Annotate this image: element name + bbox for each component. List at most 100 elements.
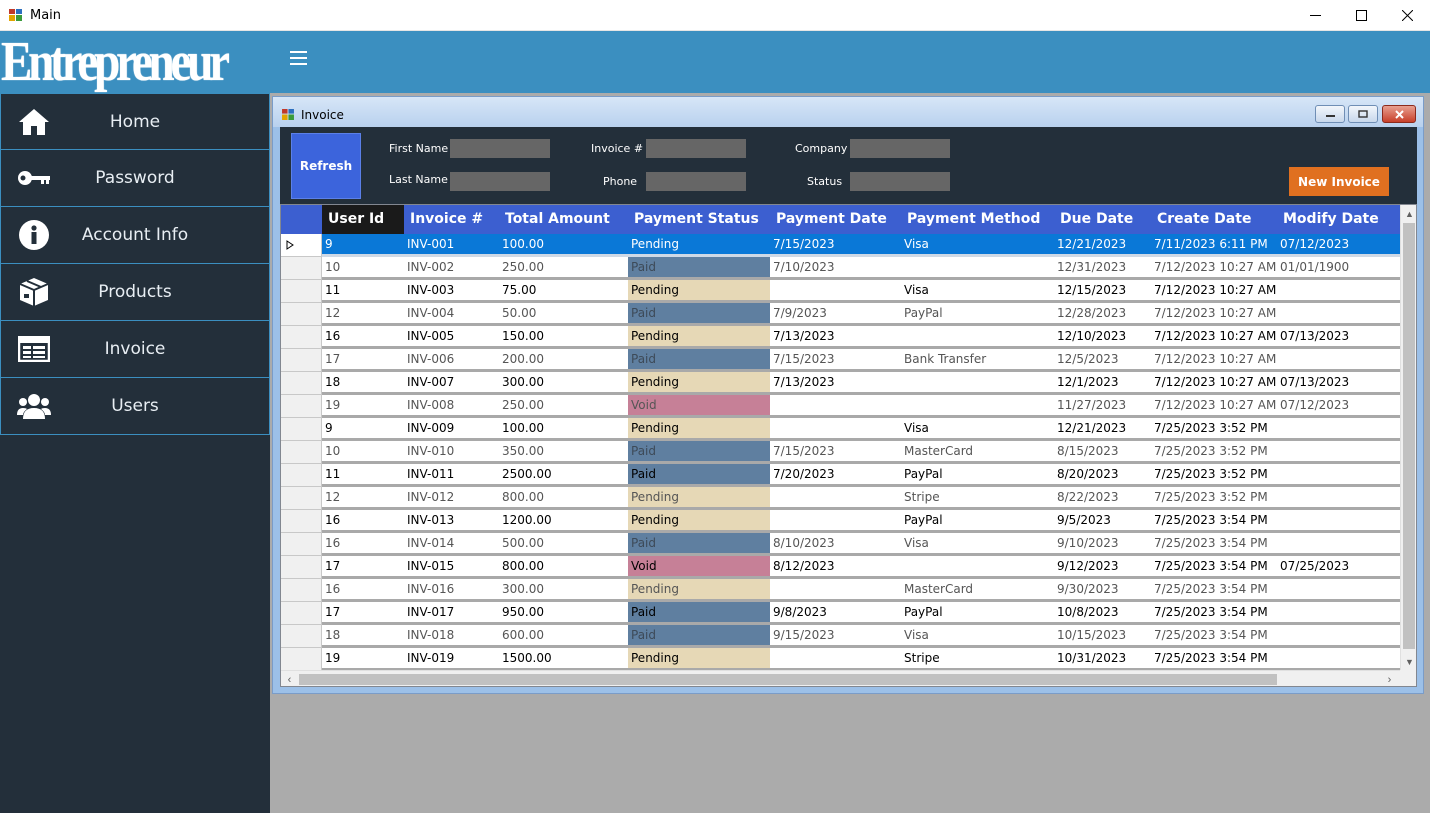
table-cell[interactable]: 300.00 xyxy=(502,375,544,389)
table-cell[interactable]: 16 xyxy=(325,536,341,550)
sidebar-item-users[interactable]: Users xyxy=(0,378,270,435)
table-cell[interactable]: 7/13/2023 xyxy=(773,329,835,343)
table-row[interactable]: 9 INV-009 100.00 Pending Visa 12/21/2023 7/25/… xyxy=(281,418,1400,441)
table-cell[interactable]: 250.00 xyxy=(502,260,544,274)
table-cell[interactable]: 7/25/2023 3:54 PM xyxy=(1154,628,1268,642)
table-cell[interactable]: Visa xyxy=(904,421,929,435)
table-cell[interactable]: Paid xyxy=(628,257,770,277)
table-cell[interactable]: Pending xyxy=(628,418,770,438)
table-cell[interactable]: 100.00 xyxy=(499,234,628,254)
child-restore-button[interactable] xyxy=(1348,105,1378,123)
table-cell[interactable]: Visa xyxy=(904,283,929,297)
row-header[interactable] xyxy=(281,349,322,372)
table-cell[interactable]: 17 xyxy=(325,352,341,366)
table-cell[interactable]: Pending xyxy=(628,372,770,392)
table-cell[interactable] xyxy=(770,579,901,599)
table-cell[interactable] xyxy=(770,280,901,300)
new-invoice-button[interactable]: New Invoice xyxy=(1289,167,1389,196)
table-cell[interactable]: 7/15/2023 xyxy=(773,444,835,458)
column-header-payment-method[interactable]: Payment Method xyxy=(907,211,1041,227)
table-cell[interactable]: 9/30/2023 xyxy=(1057,582,1119,596)
column-header-user-id[interactable]: User Id xyxy=(322,205,404,234)
close-button[interactable] xyxy=(1384,0,1430,31)
table-cell[interactable]: INV-005 xyxy=(407,329,455,343)
table-row[interactable]: 16 INV-014 500.00 Paid 8/10/2023 Visa 9/10/202… xyxy=(281,533,1400,556)
table-cell[interactable]: 7/15/2023 xyxy=(770,234,901,254)
table-cell[interactable]: INV-014 xyxy=(407,536,455,550)
table-row[interactable]: 11 INV-011 2500.00 Paid 7/20/2023 PayPal 8/20/… xyxy=(281,464,1400,487)
table-cell[interactable]: 8/15/2023 xyxy=(1057,444,1119,458)
table-cell[interactable]: 12/5/2023 xyxy=(1057,352,1119,366)
table-cell[interactable]: 12 xyxy=(325,306,341,320)
table-cell[interactable]: 7/25/2023 3:54 PM xyxy=(1154,536,1268,550)
table-cell[interactable]: 18 xyxy=(325,628,341,642)
phone-input[interactable] xyxy=(646,172,746,191)
table-cell[interactable]: 200.00 xyxy=(502,352,544,366)
table-cell[interactable]: INV-015 xyxy=(407,559,455,573)
table-cell[interactable]: INV-013 xyxy=(407,513,455,527)
table-cell[interactable] xyxy=(770,418,901,438)
table-cell[interactable]: 100.00 xyxy=(502,421,544,435)
column-header-due-date[interactable]: Due Date xyxy=(1060,211,1134,227)
table-cell[interactable]: 7/15/2023 xyxy=(773,352,835,366)
row-header[interactable] xyxy=(281,602,322,625)
row-header[interactable] xyxy=(281,234,322,257)
table-cell[interactable]: MasterCard xyxy=(904,582,974,596)
table-cell[interactable]: Paid xyxy=(628,303,770,323)
table-cell[interactable]: Pending xyxy=(628,648,770,668)
row-header[interactable] xyxy=(281,556,322,579)
table-cell[interactable]: 250.00 xyxy=(502,398,544,412)
table-row[interactable]: 17 INV-006 200.00 Paid 7/15/2023 Bank Transfe… xyxy=(281,349,1400,372)
table-cell[interactable]: 11/27/2023 xyxy=(1057,398,1127,412)
column-header-create-date[interactable]: Create Date xyxy=(1157,211,1252,227)
sidebar-item-password[interactable]: Password xyxy=(0,150,270,207)
table-cell[interactable] xyxy=(901,556,1054,576)
horizontal-scrollbar[interactable]: ‹ › xyxy=(281,670,1400,686)
table-row[interactable]: 9 INV-001 100.00 Pending 7/15/2023 Visa 12/21/… xyxy=(281,234,1400,257)
table-cell[interactable]: 7/13/2023 xyxy=(773,375,835,389)
table-cell[interactable]: 800.00 xyxy=(502,490,544,504)
table-cell[interactable]: PayPal xyxy=(904,605,943,619)
row-header[interactable] xyxy=(281,395,322,418)
table-cell[interactable]: PayPal xyxy=(904,467,943,481)
table-cell[interactable]: 7/12/2023 10:27 AM xyxy=(1154,260,1277,274)
table-cell[interactable]: 7/25/2023 3:54 PM xyxy=(1154,559,1268,573)
table-cell[interactable] xyxy=(1277,648,1400,668)
table-cell[interactable]: 12/10/2023 xyxy=(1057,329,1127,343)
row-header[interactable] xyxy=(281,487,322,510)
table-cell[interactable]: 7/12/2023 10:27 AM xyxy=(1154,329,1277,343)
table-cell[interactable] xyxy=(1277,533,1400,553)
table-cell[interactable] xyxy=(1277,418,1400,438)
table-cell[interactable]: 07/12/2023 xyxy=(1280,398,1350,412)
table-cell[interactable]: 9/8/2023 xyxy=(773,605,827,619)
table-cell[interactable]: 12/21/2023 xyxy=(1057,421,1127,435)
table-cell[interactable] xyxy=(1277,625,1400,645)
table-cell[interactable]: 12/21/2023 xyxy=(1054,234,1151,254)
table-cell[interactable]: 11 xyxy=(325,467,341,481)
table-cell[interactable]: Paid xyxy=(628,625,770,645)
table-cell[interactable] xyxy=(901,257,1054,277)
table-cell[interactable]: INV-009 xyxy=(407,421,455,435)
table-cell[interactable] xyxy=(1277,579,1400,599)
table-row[interactable]: 17 INV-015 800.00 Void 8/12/2023 9/12/2023 7/2… xyxy=(281,556,1400,579)
status-input[interactable] xyxy=(850,172,950,191)
invoice-grid[interactable]: User Id Invoice # Total Amount Payment S… xyxy=(280,204,1417,687)
table-cell[interactable]: INV-008 xyxy=(407,398,455,412)
scroll-left-icon[interactable]: ‹ xyxy=(287,673,292,686)
table-cell[interactable]: Bank Transfer xyxy=(904,352,987,366)
sidebar-item-home[interactable]: Home xyxy=(0,93,270,150)
table-row[interactable]: 12 INV-004 50.00 Paid 7/9/2023 PayPal 12/28/20… xyxy=(281,303,1400,326)
table-cell[interactable]: 7/12/2023 10:27 AM xyxy=(1154,352,1277,366)
table-cell[interactable]: Paid xyxy=(628,464,770,484)
column-header-payment-status[interactable]: Payment Status xyxy=(634,211,759,227)
table-cell[interactable]: INV-017 xyxy=(407,605,455,619)
scroll-right-icon[interactable]: › xyxy=(1387,673,1392,686)
table-cell[interactable]: 10/15/2023 xyxy=(1057,628,1127,642)
table-cell[interactable]: INV-019 xyxy=(407,651,455,665)
row-header[interactable] xyxy=(281,257,322,280)
table-cell[interactable]: Paid xyxy=(628,349,770,369)
table-cell[interactable]: INV-018 xyxy=(407,628,455,642)
table-cell[interactable]: 12/31/2023 xyxy=(1057,260,1127,274)
row-header[interactable] xyxy=(281,326,322,349)
table-cell[interactable]: 1200.00 xyxy=(502,513,552,527)
